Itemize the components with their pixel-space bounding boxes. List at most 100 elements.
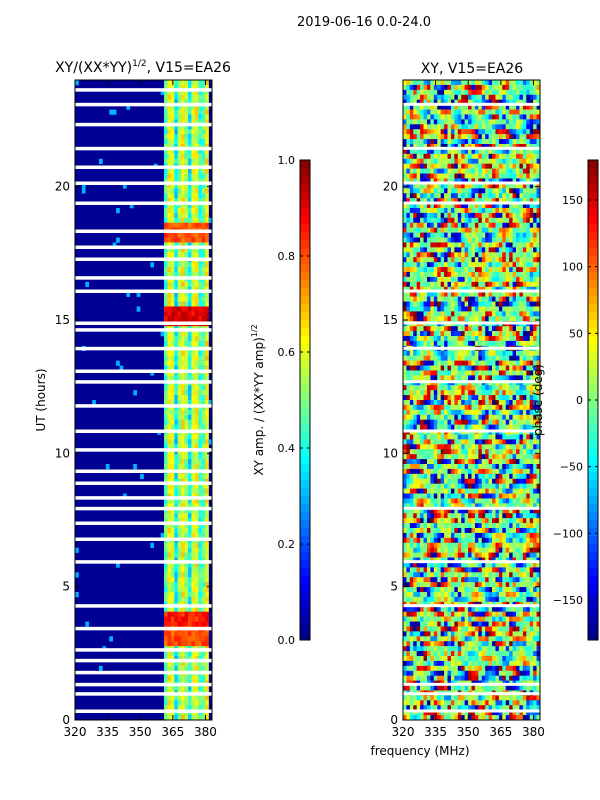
phase-cell	[481, 188, 486, 194]
amplitude-cell	[181, 562, 185, 568]
amplitude-cell	[198, 567, 203, 573]
phase-cell	[536, 454, 541, 460]
phase-cell	[426, 193, 431, 199]
phase-cell	[406, 232, 411, 238]
phase-cell	[454, 104, 459, 110]
amplitude-cell	[181, 528, 185, 534]
amplitude-cell	[198, 375, 203, 381]
amplitude-cell	[205, 621, 209, 627]
amplitude-flagged-row	[75, 321, 212, 325]
phase-cell	[406, 84, 411, 91]
phase-cell	[420, 409, 424, 416]
amplitude-cell	[164, 311, 168, 317]
amplitude-cell	[170, 104, 175, 110]
phase-cell	[461, 232, 465, 238]
phase-cell	[509, 173, 513, 179]
phase-cell	[471, 276, 476, 283]
phase-cell	[464, 267, 469, 273]
amplitude-cell	[194, 208, 199, 214]
phase-cell	[492, 326, 496, 332]
phase-cell	[522, 350, 527, 356]
amplitude-cell	[188, 237, 192, 243]
amplitude-cell	[184, 513, 189, 519]
phase-cell	[413, 114, 417, 120]
phase-cell	[474, 188, 479, 194]
amplitude-cell	[191, 360, 196, 366]
amplitude-cell	[174, 400, 179, 406]
phase-cell	[406, 331, 411, 337]
phase-cell	[512, 306, 517, 312]
phase-cell	[478, 360, 483, 366]
amplitude-flagged-row	[75, 682, 212, 687]
phase-cell	[433, 203, 438, 209]
amplitude-cell	[184, 139, 189, 145]
phase-cell	[498, 153, 503, 160]
amplitude-cell	[198, 577, 203, 583]
amplitude-cell	[188, 144, 192, 150]
phase-cell	[406, 109, 411, 115]
phase-cell	[485, 212, 489, 219]
phase-cell	[409, 153, 414, 160]
phase-cell	[488, 404, 493, 411]
amplitude-cell	[177, 247, 182, 253]
amplitude-cell	[188, 641, 192, 647]
amplitude-cell	[198, 444, 203, 450]
amplitude-cell	[205, 424, 209, 430]
phase-cell	[522, 291, 527, 297]
amplitude-cell	[194, 291, 199, 297]
phase-cell	[488, 222, 493, 228]
amplitude-cell	[191, 424, 196, 430]
phase-cell	[485, 183, 489, 189]
phase-cell	[403, 267, 407, 273]
phase-cell	[409, 365, 414, 371]
phase-cell	[450, 355, 455, 361]
phase-cell	[423, 316, 428, 322]
phase-cell	[464, 395, 469, 401]
amplitude-cell	[191, 582, 196, 588]
phase-cell	[502, 331, 507, 337]
phase-cell	[505, 331, 510, 337]
phase-cell	[526, 217, 531, 224]
phase-cell	[447, 222, 452, 228]
amplitude-cell	[188, 449, 192, 455]
phase-cell	[461, 262, 465, 268]
phase-cell	[416, 404, 421, 411]
amplitude-cell	[164, 400, 168, 406]
amplitude-cell	[198, 178, 203, 184]
amplitude-cell	[184, 518, 189, 524]
phase-cell	[509, 168, 513, 174]
phase-cell	[416, 444, 421, 450]
phase-cell	[471, 424, 476, 430]
phase-cell	[471, 242, 476, 248]
amplitude-cell	[170, 478, 175, 484]
amplitude-cell	[191, 262, 196, 268]
amplitude-cell	[188, 173, 192, 179]
phase-cell	[478, 306, 483, 312]
amplitude-cell	[205, 365, 209, 371]
amplitude-cell	[201, 611, 206, 617]
phase-cell	[426, 390, 431, 396]
phase-cell	[468, 242, 472, 248]
amplitude-cell	[194, 370, 199, 376]
amplitude-flagged-row	[75, 481, 212, 485]
amplitude-cell	[170, 395, 175, 401]
phase-cell	[406, 385, 411, 391]
phase-cell	[426, 326, 431, 332]
phase-cell	[423, 336, 428, 342]
phase-cell	[440, 311, 445, 317]
phase-cell	[426, 227, 431, 233]
phase-cell	[474, 144, 479, 150]
phase-cell	[488, 119, 493, 125]
amplitude-cell	[188, 577, 192, 583]
phase-cell	[495, 129, 500, 135]
amplitude-cell	[164, 473, 168, 480]
phase-cell	[498, 242, 503, 248]
phase-cell	[509, 212, 513, 219]
phase-cell	[519, 178, 524, 184]
phase-cell	[403, 119, 407, 125]
phase-cell	[454, 163, 459, 169]
phase-cell	[502, 355, 507, 361]
phase-cell	[409, 404, 414, 411]
phase-cell	[485, 148, 489, 155]
